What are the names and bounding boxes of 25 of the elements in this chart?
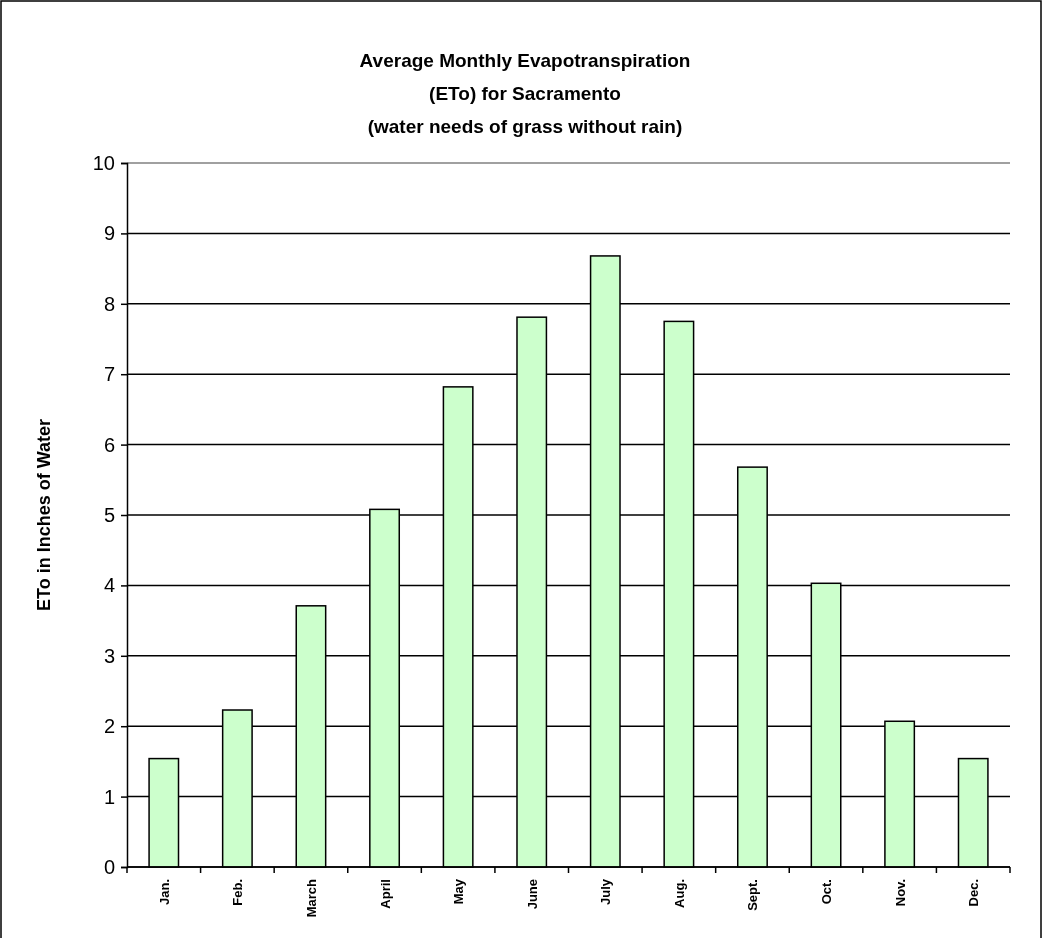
y-tick-label: 1 [103, 785, 115, 808]
x-tick-label: Feb. [230, 879, 246, 906]
y-tick-label: 7 [103, 363, 115, 386]
x-tick-label: May [451, 878, 467, 905]
x-tick-label: Dec. [966, 879, 982, 907]
y-axis-title: ETo in Inches of Water [34, 418, 54, 612]
y-tick-label: 6 [103, 433, 115, 456]
y-tick-label: 8 [103, 292, 115, 315]
x-tick-label: April [377, 879, 393, 909]
x-tick-label: Jan. [156, 879, 172, 906]
x-tick-label: Nov. [892, 879, 908, 907]
y-tick-label: 3 [103, 644, 115, 667]
x-tick-label: Aug. [671, 879, 687, 908]
x-tick-label: June [524, 879, 540, 910]
y-tick-label: 0 [103, 855, 115, 878]
x-tick-label: March [303, 878, 319, 918]
y-tick-label: 10 [92, 151, 115, 174]
y-tick-label: 5 [103, 503, 115, 526]
x-tick-label: Oct. [819, 879, 835, 905]
y-tick-label: 4 [103, 574, 115, 597]
y-tick-label: 9 [103, 222, 115, 245]
x-tick-label: July [598, 878, 614, 906]
chart-title: Average Monthly Evapotranspiration (ETo) for Sacramento (water needs of grass without rain) [359, 50, 691, 137]
x-tick-label: Sept. [745, 879, 761, 911]
y-tick-label: 2 [103, 715, 115, 738]
